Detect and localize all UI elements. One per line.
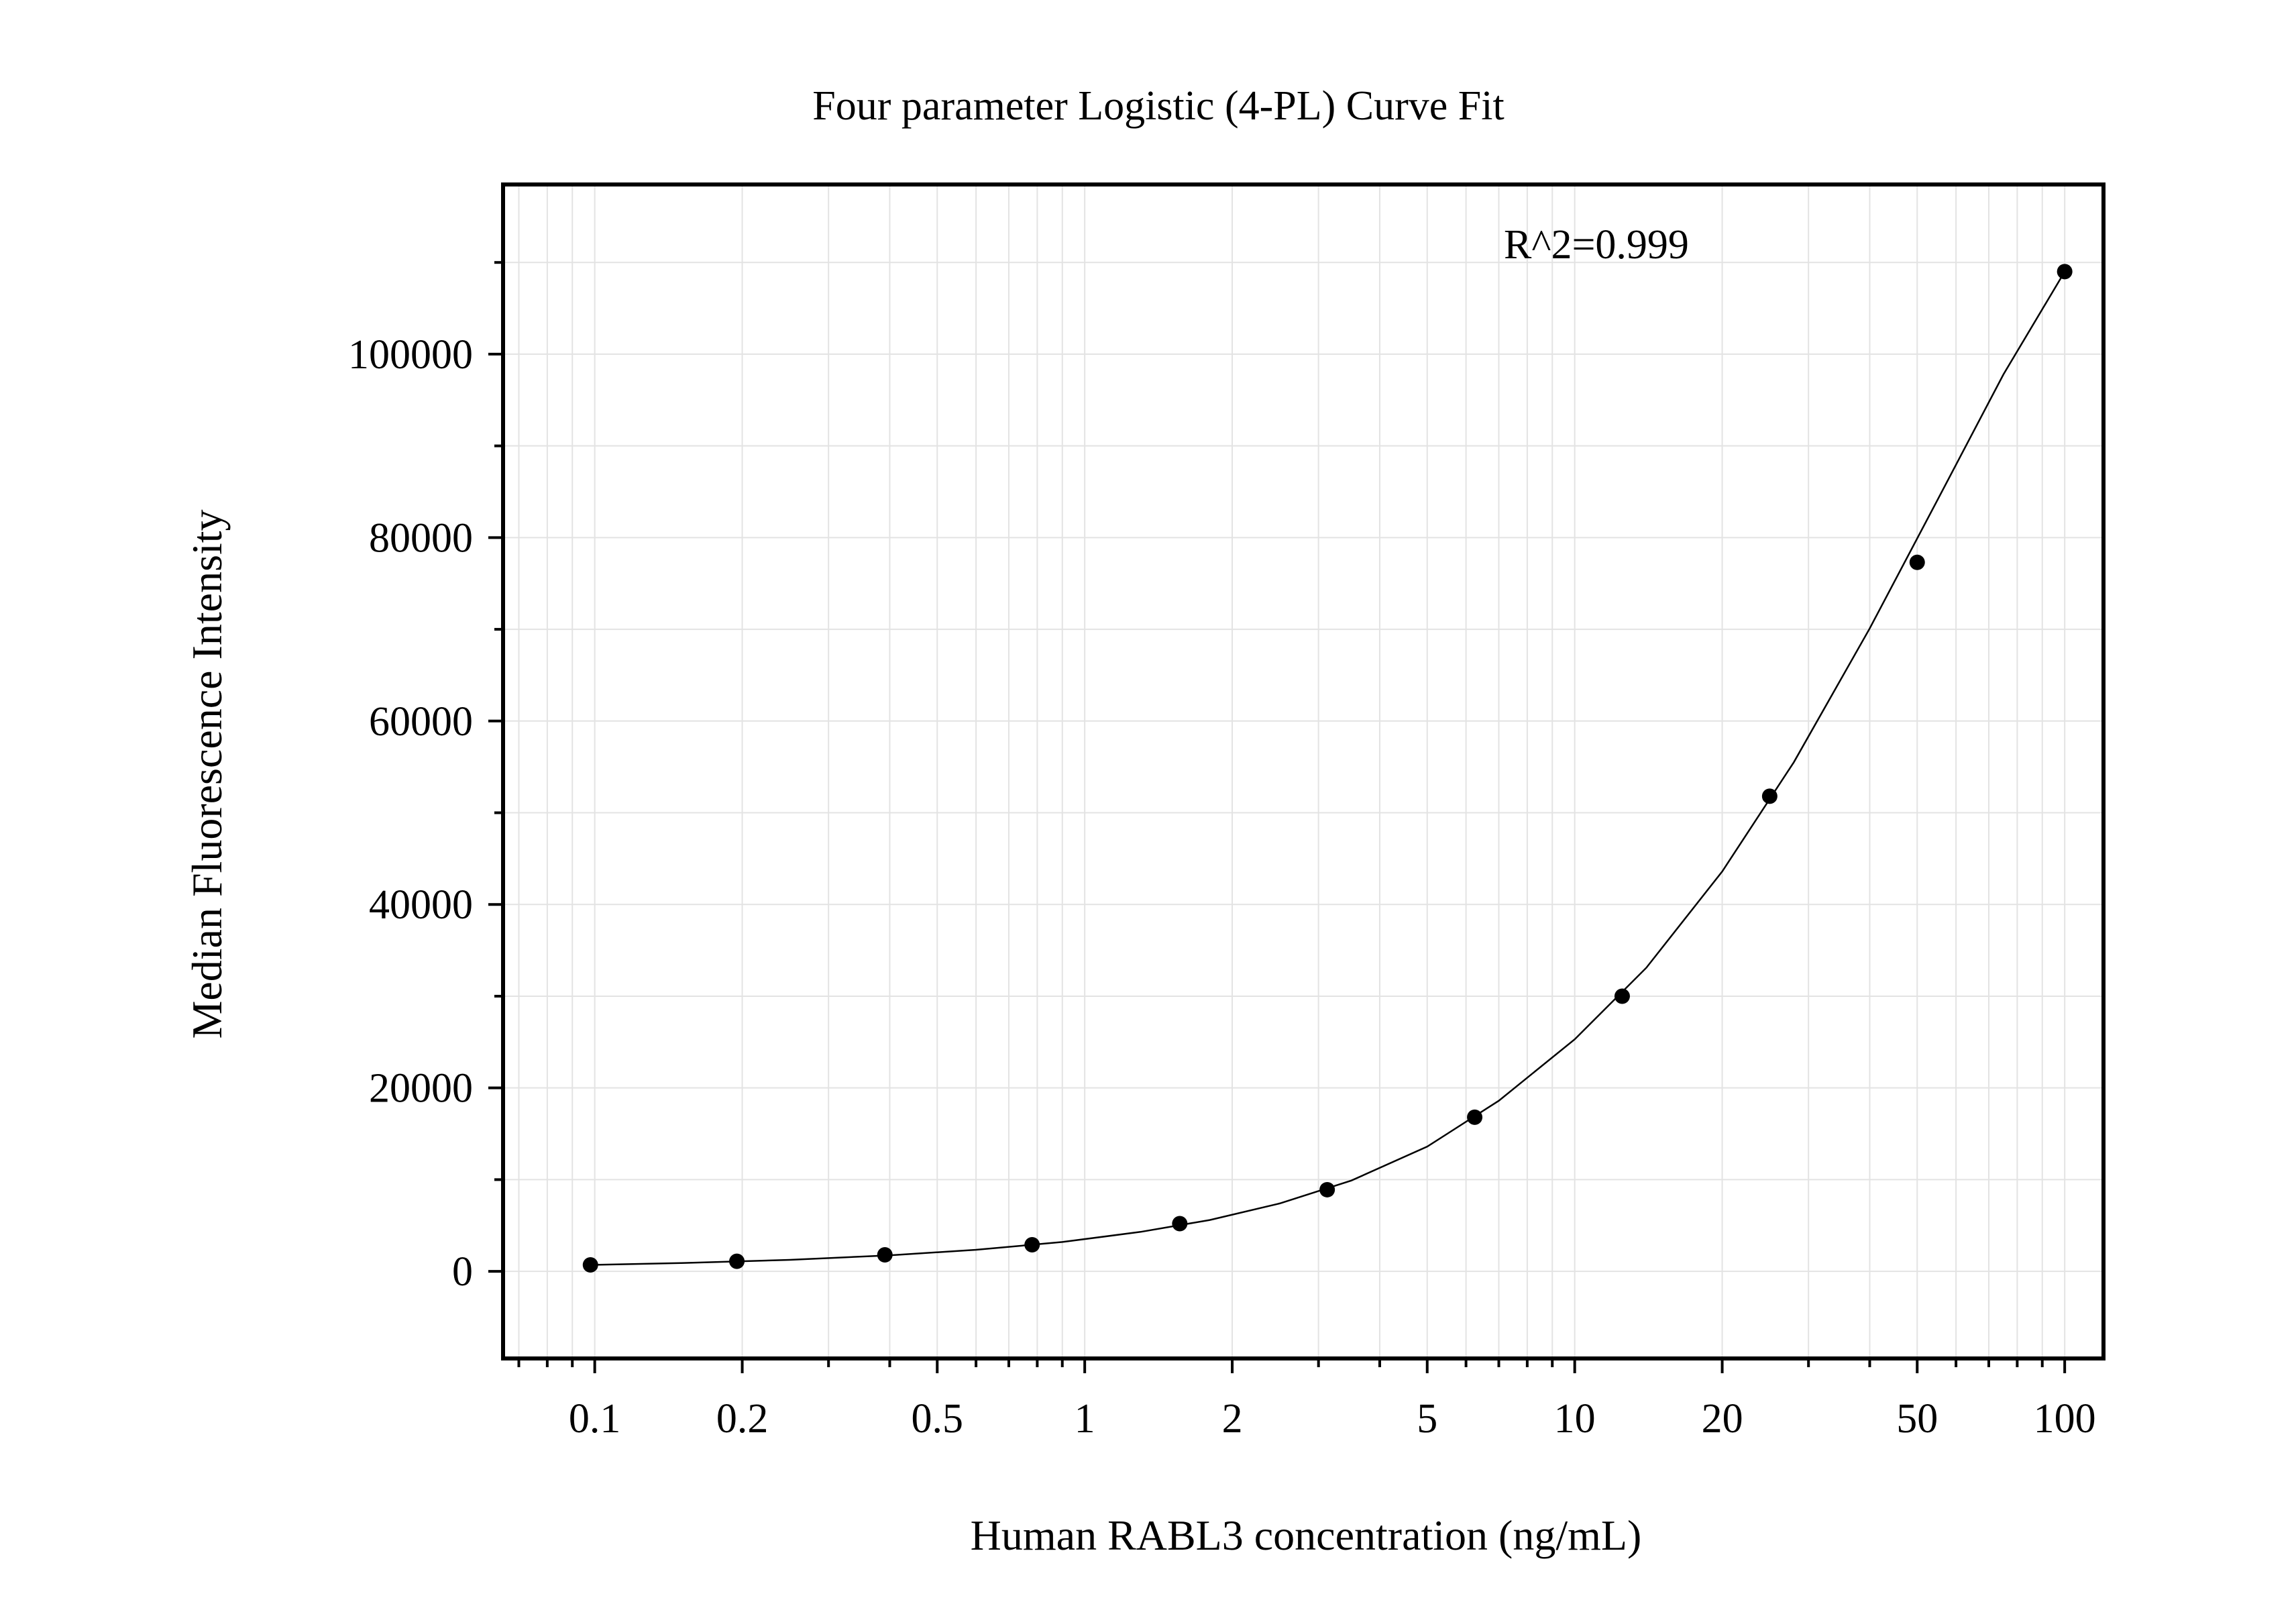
y-tick-label: 40000: [369, 882, 473, 928]
data-point: [1614, 988, 1630, 1004]
x-tick-label: 50: [1896, 1396, 1938, 1442]
axis-ticks: [488, 261, 2067, 1373]
y-tick-label: 0: [452, 1249, 473, 1295]
data-point: [877, 1247, 893, 1263]
x-tick-label: 0.1: [569, 1396, 621, 1442]
x-tick-label: 1: [1075, 1396, 1095, 1442]
x-tick-label: 0.5: [912, 1396, 964, 1442]
data-points-layer: [582, 264, 2073, 1273]
x-tick-label: 2: [1222, 1396, 1243, 1442]
data-point: [729, 1253, 745, 1269]
y-tick-label: 80000: [369, 515, 473, 561]
data-point: [1172, 1216, 1188, 1232]
grid-lines: [503, 184, 2103, 1358]
data-point: [1909, 554, 1925, 570]
x-tick-label: 100: [2034, 1396, 2096, 1442]
chart-title: Four parameter Logistic (4-PL) Curve Fit: [812, 83, 1504, 129]
x-axis-label: Human RABL3 concentration (ng/mL): [971, 1511, 1642, 1559]
data-point: [1761, 788, 1778, 804]
y-tick-label: 100000: [348, 332, 473, 378]
x-tick-label: 5: [1417, 1396, 1437, 1442]
data-point: [1024, 1236, 1040, 1252]
plot-frame: [501, 182, 2106, 1360]
y-axis-label: Median Fluorescence Intensity: [183, 509, 231, 1038]
fit-curve-line: [590, 271, 2066, 1266]
x-tick-label: 20: [1702, 1396, 1743, 1442]
r-squared-annotation: R^2=0.999: [1504, 222, 1689, 268]
x-tick-labels: 0.1 0.2 0.5 1 2 5 10 20 50 100: [569, 1396, 2096, 1442]
data-point: [2057, 264, 2073, 280]
x-tick-label: 0.2: [716, 1396, 769, 1442]
data-point: [1319, 1181, 1335, 1197]
data-point: [1467, 1109, 1483, 1125]
x-tick-label: 10: [1554, 1396, 1596, 1442]
fit-curve-layer: [590, 271, 2066, 1266]
y-tick-label: 60000: [369, 699, 473, 745]
y-tick-label: 20000: [369, 1066, 473, 1112]
y-tick-labels: 0 20000 40000 60000 80000 100000: [348, 332, 473, 1295]
data-point: [582, 1257, 598, 1273]
